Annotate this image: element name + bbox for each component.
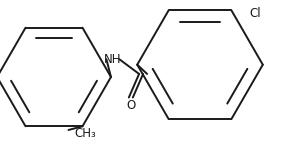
Text: NH: NH [104,53,121,66]
Text: CH₃: CH₃ [74,128,96,140]
Text: O: O [126,99,135,112]
Text: Cl: Cl [250,7,261,20]
